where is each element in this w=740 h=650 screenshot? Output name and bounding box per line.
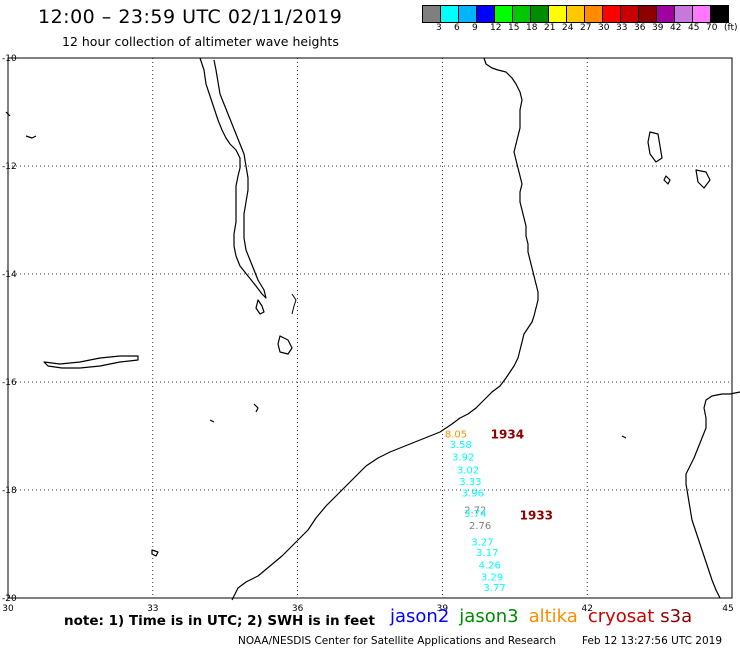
- lake-chilwa: [277, 335, 293, 355]
- legend-label: 39: [652, 23, 664, 33]
- wave-height-value: 2.76: [469, 521, 491, 532]
- longitude-tick-label: 39: [437, 604, 449, 614]
- longitude-tick-label: 30: [2, 604, 14, 614]
- wave-height-value: 3.58: [450, 440, 472, 451]
- wave-height-value: 3.74: [464, 509, 486, 520]
- legend-swatch: [603, 6, 621, 22]
- legend-swatch: [657, 6, 675, 22]
- legend-swatch: [441, 6, 459, 22]
- satellite-label-jason2: jason2: [390, 606, 450, 627]
- mayotte: [663, 175, 671, 185]
- wave-height-value: 3.77: [483, 583, 505, 594]
- cahora-bassa: [5, 111, 11, 117]
- page-title: 12:00 – 23:59 UTC 02/11/2019: [38, 6, 343, 28]
- wave-height-observations: 8.053.58 3.923.023.333.96 2.723.742.76 3.27…: [445, 427, 553, 594]
- legend-label: 12: [490, 23, 502, 33]
- lake-malawi: [199, 57, 267, 299]
- grande-comore: [647, 131, 663, 163]
- latitude-tick-label: -14: [2, 270, 17, 280]
- legend-label: 21: [544, 23, 556, 33]
- wave-height-value: 3.02: [457, 465, 479, 476]
- shire-river: [291, 293, 297, 315]
- legend-swatch: [459, 6, 477, 22]
- small-lake-4: [621, 435, 627, 439]
- wave-height-value: 3.96: [462, 489, 484, 500]
- small-lake-2: [209, 419, 215, 423]
- legend-swatch: [585, 6, 603, 22]
- wave-height-value: 4.26: [479, 561, 501, 572]
- legend-label: 27: [580, 23, 592, 33]
- legend-swatch: [639, 6, 657, 22]
- legend-label: 42: [670, 23, 682, 33]
- legend-swatch: [423, 6, 441, 22]
- legend-swatch: [531, 6, 549, 22]
- satellite-label-jason3: jason3: [459, 606, 519, 627]
- legend-label: 15: [508, 23, 520, 33]
- lake-bangweulu-mark: [25, 135, 37, 139]
- pass-time-label: 1934: [491, 427, 524, 441]
- madagascar-coast: [685, 391, 740, 599]
- longitude-tick-label: 42: [581, 604, 592, 614]
- satellite-label-cryosat: cryosat: [587, 606, 655, 627]
- satellite-legend: jason2 jason3 altika cryosat s3a: [390, 606, 702, 627]
- legend-swatch: [675, 6, 693, 22]
- latitude-tick-label: -20: [2, 594, 17, 604]
- legend-label: 24: [562, 23, 574, 33]
- pass-time-label: 1933: [520, 508, 553, 522]
- page-subtitle: 12 hour collection of altimeter wave hei…: [62, 34, 339, 49]
- longitude-tick-label: 36: [292, 604, 304, 614]
- lake-kariba: [43, 355, 139, 369]
- lake-malombe: [255, 299, 265, 315]
- legend-swatch: [711, 6, 728, 22]
- wave-height-value: 3.29: [481, 572, 503, 583]
- longitude-tick-label: 45: [722, 604, 733, 614]
- wave-height-value: 3.27: [471, 537, 493, 548]
- legend-label: 45: [688, 23, 700, 33]
- legend-swatch: [495, 6, 513, 22]
- legend-label: 3: [436, 23, 442, 33]
- legend-label: 9: [472, 23, 478, 33]
- wave-height-color-legend: [422, 5, 729, 23]
- legend-label: 33: [616, 23, 628, 33]
- wave-height-legend-labels: 3 6 9 12 15 18 21 24 27 30 33 36 39 42 45 70 (ft): [422, 23, 740, 35]
- legend-swatch: [693, 6, 711, 22]
- legend-swatch: [549, 6, 567, 22]
- legend-label: 30: [598, 23, 610, 33]
- legend-label: (ft): [724, 23, 738, 33]
- legend-swatch: [621, 6, 639, 22]
- mozambique-coast: [231, 57, 539, 601]
- legend-swatch: [513, 6, 531, 22]
- small-lake-3: [151, 549, 159, 557]
- latitude-tick-label: -12: [2, 162, 17, 172]
- legend-swatch: [567, 6, 585, 22]
- wave-height-value: 3.92: [452, 453, 474, 464]
- legend-swatch: [477, 6, 495, 22]
- map-frame: [7, 57, 733, 599]
- latitude-tick-label: -10: [2, 54, 17, 64]
- legend-label: 6: [454, 23, 460, 33]
- satellite-label-altika: altika: [528, 606, 578, 627]
- wave-height-value: 3.33: [459, 477, 481, 488]
- small-lake-1: [253, 403, 259, 413]
- satellite-label-s3a: s3a: [660, 606, 693, 627]
- generated-timestamp: Feb 12 13:27:56 UTC 2019: [582, 635, 722, 647]
- latitude-tick-label: -18: [2, 486, 17, 496]
- legend-label: 70: [706, 23, 718, 33]
- latitude-tick-label: -16: [2, 378, 17, 388]
- credit-line: NOAA/NESDIS Center for Satellite Applica…: [238, 635, 556, 647]
- legend-label: 18: [526, 23, 538, 33]
- wave-height-value: 2.72: [464, 505, 486, 516]
- wave-height-value: 8.05: [445, 429, 467, 440]
- legend-label: 36: [634, 23, 646, 33]
- coastlines: [5, 57, 740, 601]
- units-note: note: 1) Time is in UTC; 2) SWH is in fe…: [64, 613, 375, 629]
- anjouan: [695, 169, 711, 189]
- wave-height-value: 3.17: [476, 548, 498, 559]
- longitude-tick-label: 33: [147, 604, 158, 614]
